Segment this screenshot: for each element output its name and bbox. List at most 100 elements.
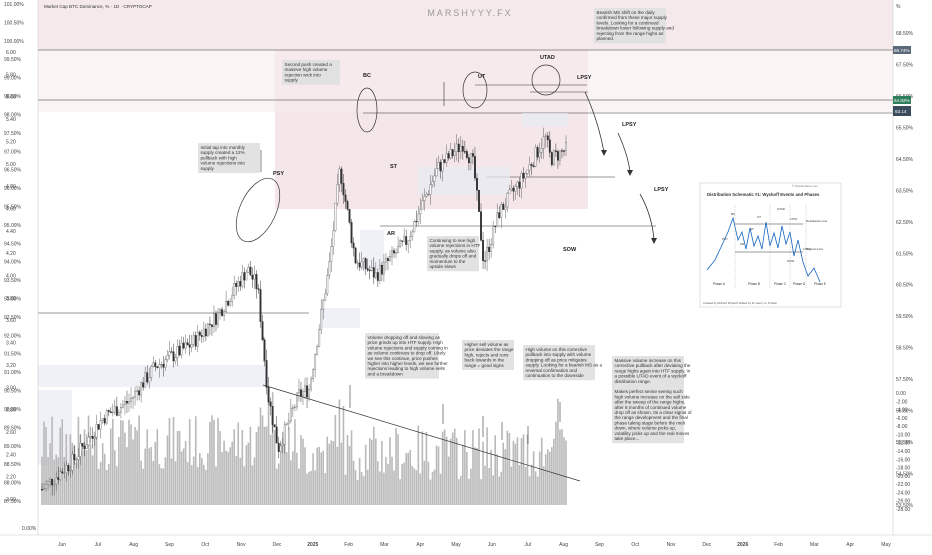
candle-body <box>449 149 452 159</box>
candle-body <box>304 385 306 392</box>
candle-body <box>267 387 270 403</box>
candle-body <box>249 266 252 276</box>
candle-body <box>356 262 359 264</box>
candle-body <box>342 183 345 196</box>
candle-body <box>322 300 325 310</box>
candle <box>162 356 165 377</box>
candle-body <box>362 258 365 263</box>
right-axis-bg <box>893 0 932 550</box>
schem-phase-d: Phase D <box>793 282 806 286</box>
candle <box>136 385 139 401</box>
schem-footer: Created by Richard Wyckoff. Edited by Dr… <box>703 301 778 305</box>
candle-body <box>522 173 525 179</box>
right-lower-tick: -2.00 <box>896 399 908 405</box>
candle <box>494 225 497 234</box>
volume-bar <box>520 438 523 505</box>
note-line: corrective pullback after deviating the <box>615 363 691 368</box>
candle-body <box>467 157 470 164</box>
candle-body <box>146 372 149 383</box>
right-tick: 63.50% <box>896 188 914 194</box>
right-lower-tick: 0.00 <box>896 391 906 397</box>
candle <box>59 468 62 482</box>
candle <box>340 166 343 193</box>
note-line: rejections leading to high volume sells <box>368 366 446 371</box>
candle <box>241 264 244 289</box>
candle-body <box>235 283 238 287</box>
candle-body <box>269 401 272 407</box>
candle <box>124 395 126 415</box>
note-box <box>594 8 666 44</box>
candle-body <box>67 465 70 472</box>
schem-lpsy: LPSY <box>790 217 798 221</box>
candle-body <box>508 189 511 194</box>
candle-body <box>204 328 207 337</box>
candle-body <box>326 275 329 295</box>
candle-body <box>73 454 76 460</box>
note-line: price deviates the range <box>465 347 514 352</box>
candle <box>206 322 209 337</box>
candle-body <box>215 313 217 325</box>
candle <box>188 334 191 356</box>
candle <box>421 193 424 210</box>
volume-bar <box>203 464 205 505</box>
candle <box>293 404 296 412</box>
volume-bar <box>49 443 51 505</box>
candle <box>465 148 468 160</box>
note-line: volatility picks up and the real moves <box>615 431 691 436</box>
candle-body <box>312 369 315 380</box>
left-zero-tick: 0.00% <box>22 526 37 532</box>
volume-bar <box>81 450 84 505</box>
candle <box>69 465 72 479</box>
candle <box>261 314 264 341</box>
utad-ellipse <box>531 64 561 96</box>
candle <box>235 280 238 296</box>
volume-bar <box>449 438 452 505</box>
bc-ellipse <box>356 87 378 133</box>
candle-body <box>437 161 440 169</box>
candle-body <box>559 150 561 161</box>
volume-bar <box>174 461 177 505</box>
volume-bar <box>158 464 161 505</box>
left-tick: 91.00% <box>4 370 22 376</box>
volume-bar <box>395 428 397 505</box>
candle-body <box>528 164 531 171</box>
right-tick: 58.50% <box>896 346 914 352</box>
candle <box>427 190 430 197</box>
candle-body <box>427 193 430 196</box>
left-tick: 99.00% <box>4 76 22 82</box>
candle <box>565 135 567 157</box>
candle <box>219 307 221 320</box>
candle-body <box>107 410 110 412</box>
candle <box>170 347 173 353</box>
candle-body <box>93 437 96 439</box>
note-line: and a breakdown <box>368 371 404 376</box>
candle <box>401 240 404 247</box>
x-tick: Jun <box>58 542 66 548</box>
candle-body <box>338 168 341 185</box>
candle-body <box>170 351 173 353</box>
candle <box>472 149 474 165</box>
volume-bar <box>441 431 444 505</box>
candle <box>156 366 159 369</box>
note-line: supply created a 12% <box>201 150 245 155</box>
candle-body <box>401 240 404 242</box>
candle-body <box>184 342 187 349</box>
volume-bar <box>176 431 179 505</box>
candle-body <box>346 201 349 210</box>
candle-body <box>409 236 412 241</box>
candle <box>306 377 308 408</box>
volume-bar <box>180 451 183 505</box>
candle-body <box>372 267 375 278</box>
projection-arrow-3 <box>639 193 655 241</box>
candle-body <box>57 477 60 480</box>
volume-bar <box>298 468 300 505</box>
candle <box>520 171 523 199</box>
note-box <box>427 236 479 272</box>
candle <box>530 162 533 176</box>
volume-bar <box>136 430 138 505</box>
candle <box>516 180 519 196</box>
right-tick: 67.50% <box>896 62 914 68</box>
candle-body <box>55 477 58 485</box>
volume-bar <box>496 454 499 505</box>
